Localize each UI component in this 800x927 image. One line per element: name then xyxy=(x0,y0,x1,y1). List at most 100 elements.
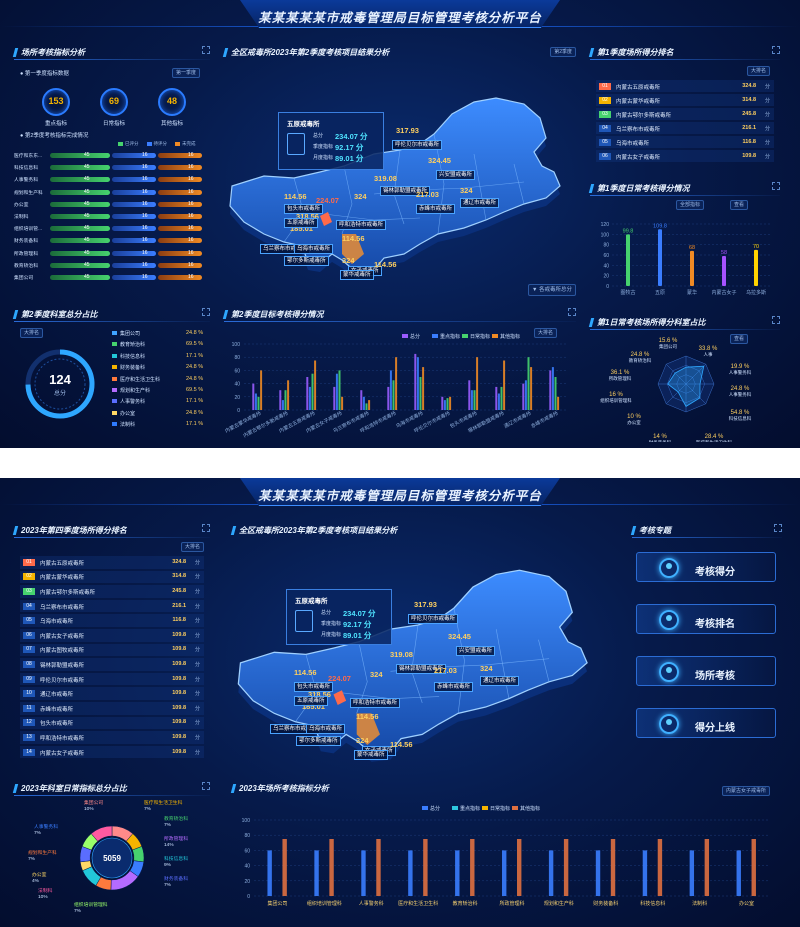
rank-select[interactable]: 大排名 xyxy=(180,542,204,552)
map-label[interactable]: 通辽市戒毒所 xyxy=(480,676,520,686)
map-boundary xyxy=(283,177,305,243)
quarter-select[interactable]: 第2季度 xyxy=(550,47,576,57)
bar-value-label: 58 xyxy=(721,250,727,256)
rank-row[interactable]: 13 呼和浩特市戒毒所 109.8 分 xyxy=(20,731,204,744)
map-label[interactable]: 呼伦贝尔市戒毒所 xyxy=(392,140,443,150)
map-label[interactable]: 蒙华戒毒所 xyxy=(340,270,374,280)
radar-axis xyxy=(685,383,706,404)
indicator-select[interactable]: 全部指标 xyxy=(676,200,705,210)
bar xyxy=(341,396,344,410)
map-boundary xyxy=(453,608,465,714)
legend-toggle[interactable]: ▼ 各戒毒所总分 xyxy=(528,284,576,296)
bar-scored xyxy=(50,165,110,171)
rank-score: 324.8 xyxy=(742,82,756,89)
pie-label-name: 法制科 xyxy=(38,887,53,894)
rank-row[interactable]: 05 乌海市戒毒所 116.8 分 xyxy=(20,614,204,627)
rank-select[interactable]: 大排名 xyxy=(20,328,44,338)
rank-row[interactable]: 02 内蒙古蒙华戒毒所 314.8 分 xyxy=(20,570,204,584)
bar xyxy=(658,229,662,286)
rank-row[interactable]: 08 锡林郭勒盟戒毒所 109.8 分 xyxy=(20,658,204,671)
view-select[interactable]: 查看 xyxy=(730,334,749,344)
expand-icon[interactable] xyxy=(774,524,782,532)
map-label[interactable]: 呼伦贝尔市戒毒所 xyxy=(408,614,459,624)
divider xyxy=(590,59,780,60)
dept-name: 集团公司 xyxy=(120,331,141,337)
bar xyxy=(736,850,741,896)
map-value: 317.93 xyxy=(396,126,419,135)
rank-index: 14 xyxy=(23,748,35,756)
x-tick-label: 法制科 xyxy=(692,900,707,907)
rank-select[interactable]: 大排名 xyxy=(746,66,770,76)
row-label: 医疗和东东... xyxy=(14,154,42,159)
map-label[interactable]: 呼和浩特市戒毒所 xyxy=(336,220,387,230)
building-icon xyxy=(295,610,313,632)
topic-button[interactable]: 考核排名 xyxy=(636,604,776,634)
map-label[interactable]: 赤峰市戒毒所 xyxy=(434,682,474,692)
rank-row[interactable]: 05 乌海市戒毒所 116.8 分 xyxy=(596,136,774,148)
expand-icon[interactable] xyxy=(568,308,576,316)
map-label[interactable]: 通辽市戒毒所 xyxy=(460,198,500,208)
rank-row[interactable]: 06 内蒙古女子戒毒所 109.8 分 xyxy=(20,629,204,642)
rank-row[interactable]: 03 内蒙古鄂尔多斯戒毒所 245.8 分 xyxy=(20,585,204,598)
view-select[interactable]: 查看 xyxy=(730,200,749,210)
map-label[interactable]: 包头市戒毒所 xyxy=(294,682,334,692)
rank-row[interactable]: 11 赤峰市戒毒所 109.8 分 xyxy=(20,702,204,715)
map-label[interactable]: 赤峰市戒毒所 xyxy=(416,204,456,214)
map-label[interactable]: 兴安盟戒毒所 xyxy=(456,646,496,656)
info-label: 月度指标 xyxy=(321,632,342,638)
topic-button-label: 场所考核 xyxy=(695,671,735,682)
topic-button[interactable]: 考核得分 xyxy=(636,552,776,582)
expand-icon[interactable] xyxy=(202,782,210,790)
map-label[interactable]: 包头市戒毒所 xyxy=(284,204,324,214)
rank-select[interactable]: 大排名 xyxy=(534,328,558,338)
expand-icon[interactable] xyxy=(202,524,210,532)
map-label[interactable]: 乌海市戒毒所 xyxy=(306,724,346,734)
expand-icon[interactable] xyxy=(772,46,780,54)
rank-row[interactable]: 04 乌兰察布市戒毒所 216.1 分 xyxy=(20,599,204,613)
rank-row[interactable]: 01 内蒙古五原戒毒所 324.8 分 xyxy=(596,80,774,92)
map-label[interactable]: 五原戒毒所 xyxy=(294,696,328,706)
bar xyxy=(416,357,419,410)
map-value: 114.56 xyxy=(294,668,317,677)
map-label[interactable]: 蒙华戒毒所 xyxy=(354,750,388,760)
expand-icon[interactable] xyxy=(202,46,210,54)
panel-title-text: 第1季度场所得分排名 xyxy=(597,47,674,57)
rank-index: 02 xyxy=(599,96,611,104)
map-label[interactable]: 乌海市戒毒所 xyxy=(294,244,334,254)
quarter-select[interactable]: 第一季度 xyxy=(172,68,201,78)
rank-row[interactable]: 09 呼伦贝尔市戒毒所 109.8 分 xyxy=(20,672,204,686)
map-label[interactable]: 锡林郭勒盟戒毒所 xyxy=(380,186,431,196)
map-label[interactable]: 鄂尔多斯戒毒所 xyxy=(284,256,329,266)
map-label[interactable]: 锡林郭勒盟戒毒所 xyxy=(396,664,447,674)
region-map[interactable]: 呼伦贝尔市戒毒所 317.93 兴安盟戒毒所 324.45 锡林郭勒盟戒毒所 319.08… xyxy=(232,566,604,766)
map-label[interactable]: 鄂尔多斯戒毒所 xyxy=(296,736,341,746)
y-tick-label: 0 xyxy=(237,408,240,414)
rank-row[interactable]: 01 内蒙古五原戒毒所 324.8 分 xyxy=(20,556,204,569)
x-tick-label: 组织培训管理科 xyxy=(307,900,342,907)
rank-row[interactable]: 04 乌兰察布市戒毒所 216.1 分 xyxy=(596,122,774,134)
map-label[interactable]: 呼和浩特市戒毒所 xyxy=(350,698,401,708)
rank-row[interactable]: 06 内蒙古女子戒毒所 109.8 分 xyxy=(596,150,774,162)
expand-icon[interactable] xyxy=(772,182,780,190)
topic-button[interactable]: 得分上线 xyxy=(636,708,776,738)
dept-pct: 24.8 % xyxy=(186,375,204,382)
region-map[interactable]: 呼伦贝尔市戒毒所 317.93 兴安盟戒毒所 324.45 锡林郭勒盟戒毒所 319.08… xyxy=(224,94,576,284)
rank-row[interactable]: 03 内蒙古鄂尔多斯戒毒所 245.8 分 xyxy=(596,108,774,120)
expand-icon[interactable] xyxy=(772,316,780,324)
rank-score: 245.8 xyxy=(172,587,186,594)
place-select[interactable]: 内蒙古女子戒毒所 xyxy=(721,786,770,796)
rank-row[interactable]: 10 通辽市戒毒所 109.8 分 xyxy=(20,687,204,700)
rank-row[interactable]: 07 内蒙古图牧戒毒所 109.8 分 xyxy=(20,643,204,657)
map-boundary xyxy=(513,163,525,205)
rank-row[interactable]: 14 内蒙古女子戒毒所 109.8 分 xyxy=(20,745,204,759)
map-label[interactable]: 兴安盟戒毒所 xyxy=(436,170,476,180)
expand-icon[interactable] xyxy=(202,308,210,316)
map-label[interactable]: 五原戒毒所 xyxy=(284,218,318,228)
bar xyxy=(422,367,425,410)
topic-button[interactable]: 场所考核 xyxy=(636,656,776,686)
rank-row[interactable]: 02 内蒙古蒙华戒毒所 314.8 分 xyxy=(596,94,774,106)
rank-row[interactable]: 12 包头市戒毒所 109.8 分 xyxy=(20,716,204,730)
radar-pct: 28.4 % xyxy=(705,434,724,440)
